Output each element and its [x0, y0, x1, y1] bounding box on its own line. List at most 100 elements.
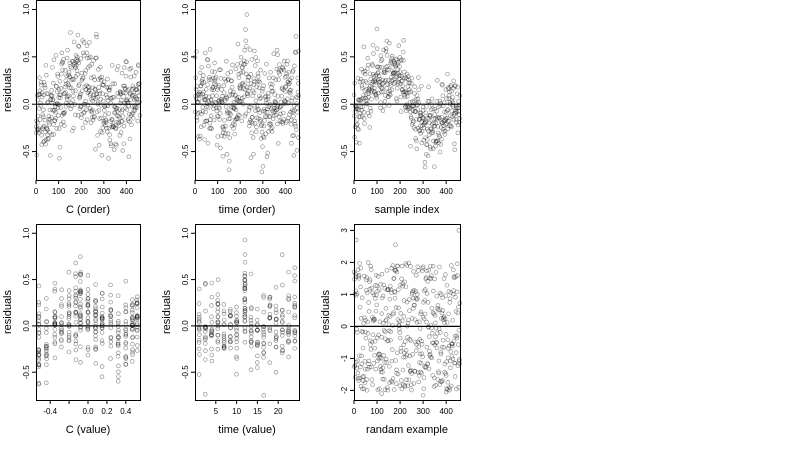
- data-point: [280, 327, 285, 333]
- data-point: [221, 90, 227, 95]
- data-point: [292, 339, 298, 344]
- data-point: [360, 345, 366, 351]
- data-point: [60, 119, 66, 125]
- data-point: [73, 310, 79, 315]
- data-point: [430, 130, 436, 135]
- data-point: [93, 313, 98, 319]
- data-point: [209, 352, 215, 358]
- data-point: [396, 323, 402, 329]
- data-point: [221, 302, 227, 307]
- data-point: [134, 105, 140, 110]
- data-point: [78, 271, 83, 277]
- data-point: [248, 155, 254, 160]
- data-point: [105, 129, 110, 134]
- data-point: [424, 126, 430, 132]
- data-point: [241, 86, 246, 92]
- data-point: [412, 302, 417, 308]
- data-point: [222, 98, 228, 103]
- data-point: [242, 314, 248, 319]
- data-point: [375, 70, 380, 76]
- data-point: [426, 116, 432, 121]
- data-point: [198, 83, 204, 89]
- y-tick-label: 2: [340, 260, 349, 265]
- data-point: [381, 69, 387, 75]
- data-point: [383, 77, 388, 83]
- data-point: [59, 330, 64, 335]
- data-point: [395, 71, 401, 76]
- data-point: [120, 90, 126, 95]
- data-point: [134, 315, 140, 321]
- data-point: [436, 358, 442, 364]
- data-point: [57, 144, 63, 150]
- data-point: [66, 316, 72, 321]
- data-point: [382, 285, 388, 291]
- data-point: [381, 282, 387, 288]
- data-point: [248, 324, 254, 329]
- data-point: [65, 102, 71, 107]
- data-point: [52, 355, 58, 361]
- data-point: [383, 318, 388, 323]
- data-point: [134, 316, 140, 322]
- data-point: [455, 84, 460, 90]
- data-point: [86, 89, 92, 94]
- data-point: [356, 376, 361, 381]
- data-point: [287, 77, 293, 82]
- data-point: [281, 87, 286, 93]
- data-point: [207, 47, 213, 52]
- data-point: [59, 320, 64, 325]
- data-point: [221, 311, 227, 317]
- data-point: [97, 75, 103, 81]
- data-point: [246, 108, 252, 113]
- data-point: [414, 273, 419, 278]
- data-point: [286, 269, 291, 275]
- data-point: [375, 358, 380, 364]
- data-point: [111, 147, 117, 152]
- data-point: [52, 341, 58, 347]
- data-point: [403, 354, 408, 360]
- data-point: [71, 93, 76, 99]
- data-point: [67, 85, 72, 90]
- data-point: [422, 160, 428, 165]
- data-point: [386, 328, 392, 333]
- data-point: [429, 102, 435, 107]
- data-point: [439, 344, 445, 350]
- data-point: [400, 89, 406, 95]
- plot-frame: [354, 0, 461, 181]
- data-point: [380, 365, 386, 371]
- data-point: [365, 62, 371, 68]
- data-point: [273, 370, 279, 375]
- data-point: [214, 93, 219, 99]
- data-point: [52, 321, 58, 327]
- data-point: [450, 104, 456, 109]
- data-point: [380, 293, 386, 299]
- data-point: [356, 114, 362, 119]
- data-point: [447, 89, 452, 95]
- data-point: [267, 360, 273, 365]
- data-point: [234, 318, 240, 323]
- data-point: [244, 44, 249, 49]
- data-point: [123, 105, 128, 111]
- data-point: [279, 85, 285, 91]
- data-point: [228, 345, 233, 351]
- data-point: [439, 379, 444, 385]
- data-point: [65, 94, 71, 99]
- data-point: [413, 295, 418, 301]
- data-point: [441, 100, 447, 105]
- data-point: [78, 289, 83, 294]
- data-point: [268, 81, 273, 87]
- data-point: [267, 315, 272, 321]
- data-point: [43, 129, 48, 135]
- data-point: [63, 78, 68, 83]
- data-point: [261, 135, 267, 140]
- data-point: [221, 322, 227, 328]
- data-point: [207, 126, 212, 131]
- data-point: [116, 319, 121, 324]
- data-point: [131, 93, 137, 98]
- data-point: [127, 91, 133, 97]
- data-point: [61, 110, 67, 116]
- data-point: [429, 273, 434, 278]
- data-point: [456, 328, 462, 333]
- data-point: [66, 72, 71, 78]
- data-point: [363, 277, 369, 282]
- data-point: [107, 137, 113, 143]
